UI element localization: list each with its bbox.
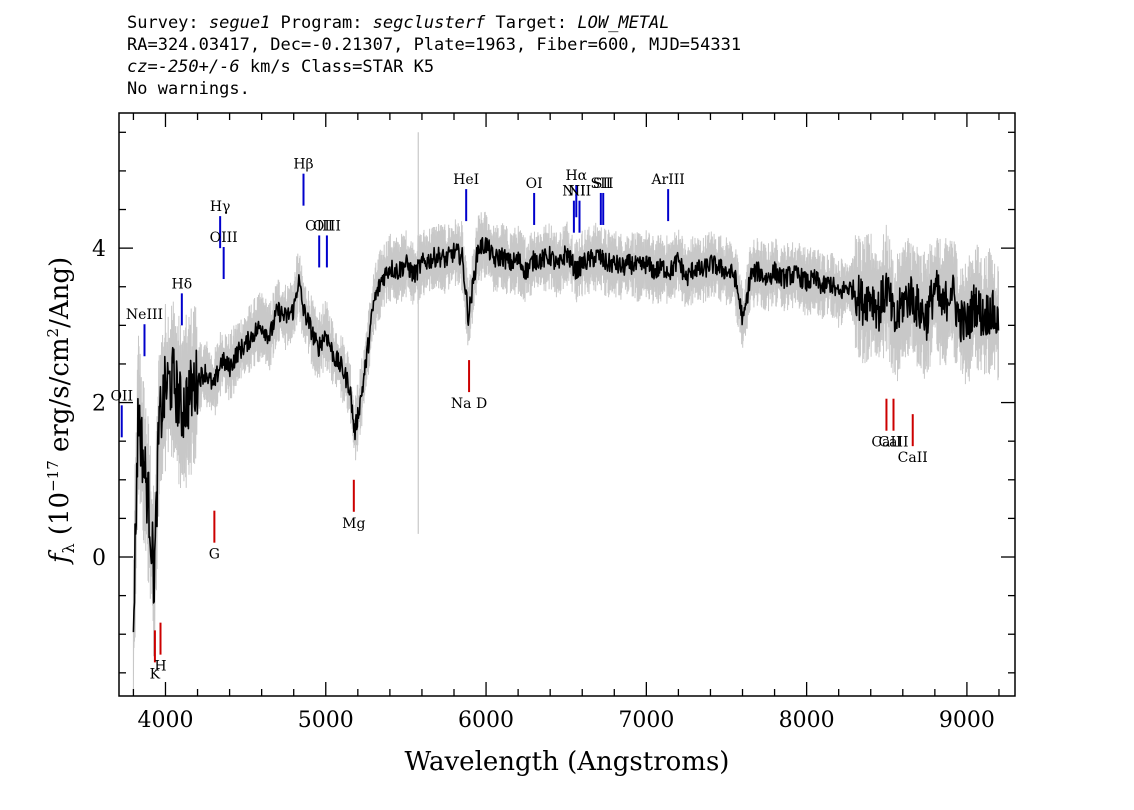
cz-value: cz=-250+/-6	[127, 57, 240, 77]
emission-line-label: SII	[590, 176, 611, 192]
absorption-line-label: CaII	[898, 450, 928, 466]
x-axis-ticks: 4000 5000 6000 7000 8000 9000	[132, 113, 1000, 733]
x-axis-title: Wavelength (Angstroms)	[405, 747, 730, 777]
target-label: Target:	[485, 13, 578, 33]
y-tick-label: 2	[92, 392, 106, 417]
header-line-survey: Survey: segue1 Program: segclusterf Targ…	[127, 12, 741, 34]
flux-error-path	[132, 211, 999, 694]
emission-line-label: ArIII	[650, 172, 684, 188]
header-line-coordinates: RA=324.03417, Dec=-0.21307, Plate=1963, …	[127, 35, 742, 55]
target-value: LOW_METAL	[577, 13, 670, 33]
emission-line-label: OII	[110, 388, 133, 404]
x-tick-label: 7000	[618, 708, 674, 733]
emission-line-label: Hβ	[293, 157, 313, 173]
y-tick-label: 0	[92, 546, 106, 571]
x-tick-label: 4000	[137, 708, 193, 733]
y-tick-label: 4	[92, 237, 106, 262]
emission-line-label: Hγ	[210, 199, 231, 215]
absorption-line-label: K	[150, 666, 161, 682]
absorption-line-label: Na D	[451, 396, 487, 412]
emission-line-label: OIII	[210, 230, 238, 246]
emission-line-label: NII	[562, 184, 585, 200]
absorption-line-label: H	[154, 659, 166, 675]
emission-line-label: Hα	[565, 168, 587, 184]
emission-line-label: NII	[568, 184, 591, 200]
x-tick-label: 5000	[298, 708, 354, 733]
flux-path	[132, 237, 1000, 633]
emission-line-label: HeI	[453, 172, 479, 188]
x-tick-label: 9000	[939, 708, 995, 733]
x-tick-label: 8000	[779, 708, 835, 733]
absorption-line-label: G	[209, 547, 220, 563]
emission-line-label: Hδ	[172, 276, 193, 292]
flux-series	[132, 237, 1000, 633]
x-tick-label: 6000	[458, 708, 514, 733]
survey-label: Survey:	[127, 13, 209, 33]
emission-line-label: NeIII	[126, 307, 163, 323]
program-value: segclusterf	[372, 13, 486, 33]
absorption-line-label: Mg	[342, 516, 365, 532]
emission-line-label: OIII	[313, 218, 341, 234]
flux-error-band	[132, 132, 999, 694]
program-label: Program:	[270, 13, 373, 33]
spectrum-header: Survey: segue1 Program: segclusterf Targ…	[127, 12, 741, 100]
emission-line-label: SII	[593, 176, 614, 192]
y-axis-ticks: 0 2 4	[92, 131, 1015, 674]
header-line-warnings: No warnings.	[127, 79, 250, 99]
header-line-redshift: cz=-250+/-6 km/s Class=STAR K5	[127, 56, 741, 78]
emission-line-label: OIII	[305, 218, 333, 234]
absorption-line-label: CaII	[871, 435, 901, 451]
absorption-line-label: CaII	[878, 435, 908, 451]
survey-value: segue1	[208, 13, 271, 33]
y-axis-title: fλ (10−17 erg/s/cm2/Ang)	[44, 257, 78, 565]
class-value: km/s Class=STAR K5	[239, 57, 435, 77]
emission-line-label: OI	[526, 176, 543, 192]
plot-frame	[118, 112, 1016, 697]
